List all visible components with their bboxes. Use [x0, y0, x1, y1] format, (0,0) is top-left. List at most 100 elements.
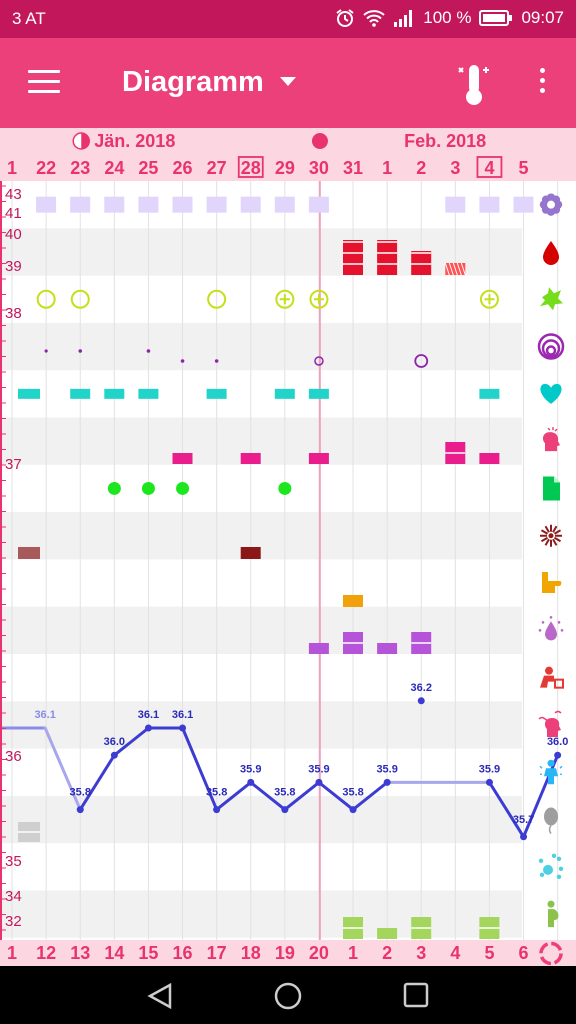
recents-icon[interactable] — [403, 982, 429, 1008]
menu-icon[interactable] — [28, 70, 60, 94]
hand — [542, 572, 562, 594]
full-moon-icon — [311, 133, 328, 149]
thermometer-icon[interactable] — [456, 62, 492, 106]
pregnancy-marker — [377, 928, 398, 939]
day-label-top: 25 — [138, 158, 158, 178]
mucus-marker — [207, 289, 227, 309]
cycle-day-label: 1 — [348, 943, 358, 963]
cervix-dot — [44, 349, 48, 353]
day-label-top: 1 — [382, 158, 392, 178]
temp-segment — [112, 726, 150, 757]
signal-icon — [394, 10, 413, 27]
splash — [540, 287, 563, 311]
blood-drop-icon — [543, 240, 559, 265]
temp-data-label: 36.0 — [104, 736, 125, 748]
body — [544, 768, 558, 785]
ray — [544, 525, 550, 533]
pain-lines — [547, 427, 558, 432]
head — [545, 666, 553, 675]
date-header-bg — [0, 128, 576, 181]
temp-point — [247, 778, 255, 786]
temp-segment-faded — [43, 726, 82, 812]
flower-marker — [513, 196, 534, 213]
view-selector[interactable]: Diagramm — [122, 66, 296, 99]
heart-marker — [70, 388, 91, 399]
mucus-marker — [275, 289, 295, 309]
sparkle-dot — [551, 853, 557, 859]
body — [548, 909, 559, 928]
flower-center — [547, 200, 555, 209]
heart-marker — [138, 388, 159, 399]
y-tick-label: 35 — [5, 853, 22, 870]
ray — [552, 538, 558, 546]
flower-icon — [539, 193, 563, 216]
cycle-day-label: 19 — [275, 943, 295, 963]
y-tick-label: 43 — [5, 186, 22, 203]
cervix-dot — [180, 359, 185, 363]
drop — [543, 240, 559, 265]
body — [540, 675, 554, 688]
pregnant-icon — [547, 900, 559, 928]
day-label-top: 1 — [7, 158, 17, 178]
row-band — [0, 228, 522, 276]
temp-point — [179, 724, 187, 732]
spark — [549, 616, 553, 619]
alarm-icon — [336, 9, 354, 27]
temp-data-label: 35.9 — [376, 763, 397, 775]
mucus-marker — [479, 289, 499, 309]
dropdown-caret-icon — [279, 77, 296, 86]
bleeding-marker — [343, 240, 363, 275]
home-icon[interactable] — [273, 981, 303, 1011]
sparkle-core — [543, 864, 553, 875]
temp-data-label: 36.1 — [34, 709, 55, 721]
y-tick-label: 41 — [5, 205, 22, 222]
heart-marker — [308, 388, 329, 399]
temp-segment — [283, 780, 321, 812]
cervix-rings-icon — [537, 333, 565, 360]
spotting-hatch — [452, 262, 458, 276]
row-band — [0, 795, 522, 844]
temp-point — [349, 806, 357, 814]
page-title: Diagramm — [122, 66, 264, 98]
cycle-chart[interactable]: 36.1 35.8 36.0 36.1 36.1 35.8 35.9 35.8 35.9 35.8… — [0, 128, 576, 966]
more-options-icon[interactable] — [532, 68, 552, 98]
droplet-marker — [377, 643, 398, 654]
cycle-day-label: 6 — [519, 943, 529, 963]
droplet-marker — [308, 643, 329, 654]
document-marker — [141, 481, 155, 495]
spark — [560, 629, 564, 632]
flower-marker — [274, 196, 295, 213]
head — [544, 717, 561, 737]
pain-marker — [479, 453, 500, 464]
temp-data-label: 36.1 — [172, 709, 193, 721]
temp-segment — [78, 753, 116, 812]
cervix-dot — [214, 359, 219, 363]
burst-marker — [18, 547, 40, 559]
y-tick-label: 38 — [5, 305, 22, 322]
sparkle-dot — [539, 872, 545, 878]
hand-marker — [343, 595, 363, 607]
cervix-dot — [146, 349, 151, 353]
flower-marker — [445, 196, 466, 213]
heart — [540, 383, 562, 404]
spotting-hatch — [460, 262, 466, 276]
spark — [538, 629, 542, 632]
cycle-day-label: 18 — [241, 943, 261, 963]
cycle-day-label: 13 — [70, 943, 90, 963]
spark — [541, 621, 545, 624]
ray — [553, 529, 562, 535]
ring — [541, 339, 561, 358]
row-band — [0, 512, 522, 560]
pain-marker — [240, 453, 261, 464]
day-label-top: 2 — [416, 158, 426, 178]
temp-data-label: 35.8 — [70, 787, 91, 799]
day-label-top: 4 — [484, 158, 494, 178]
app-bar: Diagramm — [0, 38, 576, 128]
cycle-ring — [539, 941, 563, 966]
heart-marker — [479, 388, 500, 399]
back-icon[interactable] — [146, 982, 174, 1010]
cycle-day-label: 2 — [382, 943, 392, 963]
cycle-day-label: 12 — [36, 943, 56, 963]
sparkle-dot — [556, 856, 562, 862]
